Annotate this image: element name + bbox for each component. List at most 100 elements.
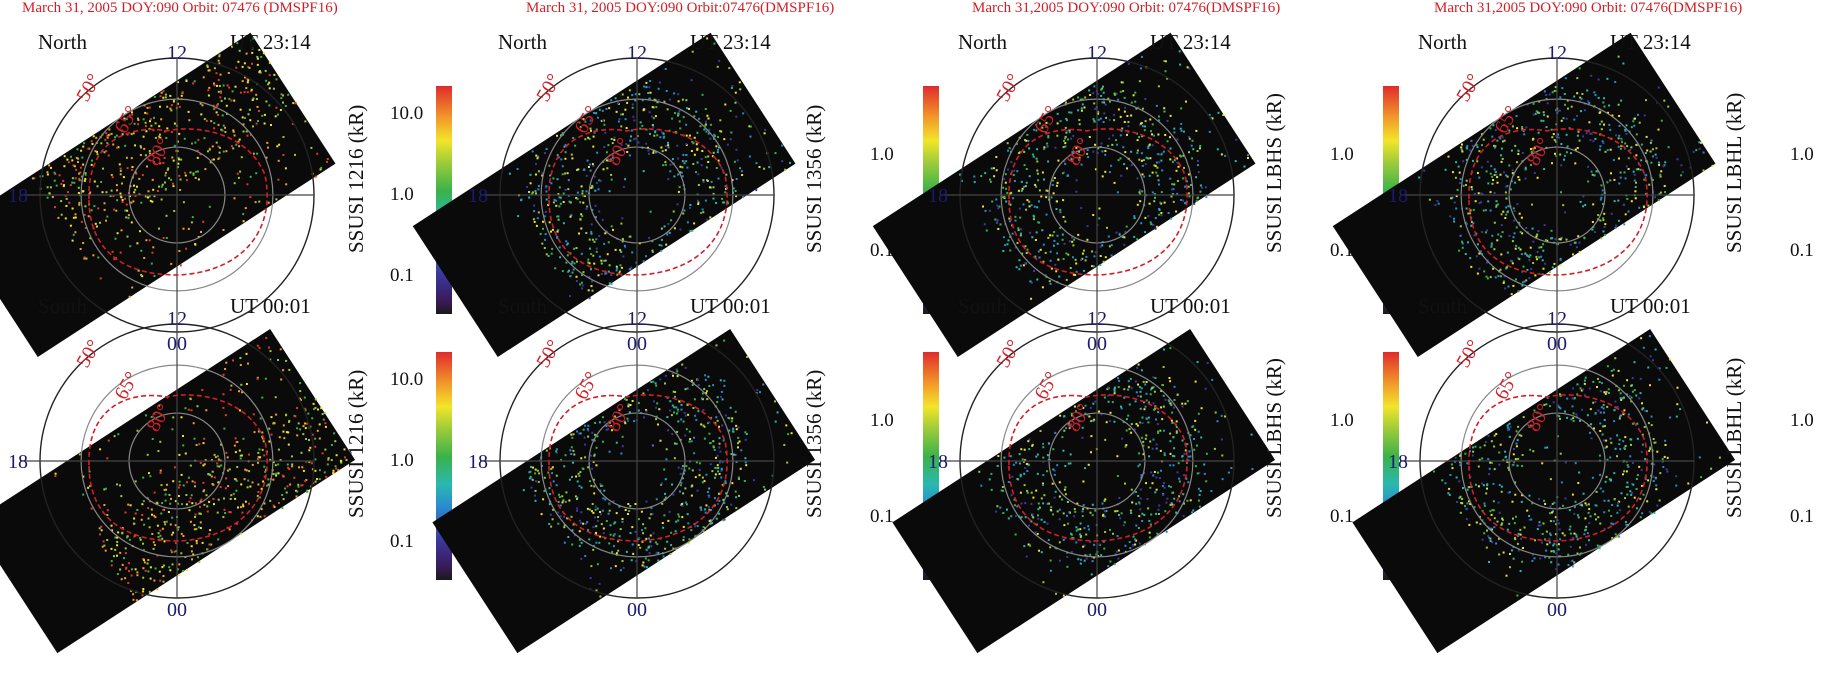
orbit-header: March 31,2005 DOY:090 Orbit: 07476(DMSPF… bbox=[1434, 0, 1743, 16]
polar-panel-north: 50° 65° 80° North UT 23:14 12 18 00 SSUSI 1216 (… bbox=[0, 30, 460, 357]
colorbar-title: SSUSI LBHL (kR) bbox=[1722, 92, 1746, 253]
hemisphere-label: North bbox=[1418, 30, 1467, 54]
mlt-label-18: 18 bbox=[1388, 451, 1408, 473]
colorbar-tick-label: 0.1 bbox=[870, 506, 894, 527]
emission-pixels bbox=[54, 337, 348, 602]
hemisphere-label: South bbox=[498, 294, 548, 318]
colorbar-tick-label: 1.0 bbox=[1330, 144, 1354, 165]
ut-time-label: UT 00:01 bbox=[230, 294, 311, 318]
swath-image bbox=[1352, 328, 1736, 654]
colorbar-tick-label: 1.0 bbox=[390, 450, 414, 471]
polar-plot: 50°65°80° bbox=[1352, 323, 1736, 654]
mlt-label-18: 18 bbox=[8, 185, 28, 207]
swath-image bbox=[892, 328, 1276, 654]
polar-panel-south: 50° 65° 80° South UT 00:01 12 18 00 SSUSI 1356 (… bbox=[432, 294, 939, 654]
ut-time-label: UT 23:14 bbox=[1610, 30, 1691, 54]
polar-plot: 50°65°80° bbox=[872, 32, 1256, 357]
emission-pixels bbox=[522, 339, 793, 598]
polar-panel-north: 50° 65° 80° North UT 23:14 12 18 00 SSUSI 1356 (… bbox=[412, 30, 939, 357]
polar-panel-north: 50° 65° 80° North UT 23:14 12 18 00 SSUSI LBHS (… bbox=[872, 30, 1399, 357]
auroral-oval-boundary bbox=[548, 394, 728, 542]
auroral-oval-boundary bbox=[1468, 128, 1648, 276]
polar-plot: 50°65°80° bbox=[1332, 32, 1716, 357]
ut-time-label: UT 00:01 bbox=[1150, 294, 1231, 318]
figure-column-4: March 31,2005 DOY:090 Orbit: 07476(DMSPF… bbox=[1332, 0, 1840, 673]
mlt-label-12: 12 bbox=[167, 308, 187, 330]
mlt-label-12: 12 bbox=[1547, 42, 1567, 64]
ut-time-label: UT 00:01 bbox=[690, 294, 771, 318]
mlt-label-12: 12 bbox=[1087, 42, 1107, 64]
colorbar-title: SSUSI 1356 (kR) bbox=[802, 104, 826, 253]
colorbar-tick-label: 1.0 bbox=[1790, 144, 1814, 165]
mlt-label-12: 12 bbox=[627, 42, 647, 64]
colorbar-title: SSUSI LBHS (kR) bbox=[1262, 358, 1286, 518]
mlt-label-18: 18 bbox=[1388, 185, 1408, 207]
colorbar-tick-label: 1.0 bbox=[1330, 410, 1354, 431]
auroral-oval-boundary bbox=[1008, 128, 1188, 276]
ut-time-label: UT 23:14 bbox=[690, 30, 771, 54]
mlt-label-00: 00 bbox=[627, 599, 647, 621]
emission-pixels bbox=[1418, 55, 1714, 296]
hemisphere-label: North bbox=[958, 30, 1007, 54]
mlt-label-00: 00 bbox=[167, 599, 187, 621]
polar-plot: 50°65°80° bbox=[412, 32, 796, 357]
colorbar-title: SSUSI LBHS (kR) bbox=[1262, 93, 1286, 253]
colorbar-tick-label: 1.0 bbox=[870, 144, 894, 165]
mlt-label-00: 00 bbox=[1087, 599, 1107, 621]
polar-plot: 50°65°80° bbox=[432, 323, 816, 654]
figure-column-1: March 31, 2005 DOY:090 Orbit: 07476 (DMS… bbox=[0, 0, 460, 673]
polar-panel-south: 50° 65° 80° South UT 00:01 12 18 00 SSUSI LBHS (… bbox=[892, 294, 1399, 654]
colorbar-tick-label: 1.0 bbox=[870, 410, 894, 431]
orbit-header: March 31, 2005 DOY:090 Orbit:07476(DMSPF… bbox=[526, 0, 835, 16]
polar-panel-north: 50° 65° 80° North UT 23:14 12 18 00 SSUSI LBHL (… bbox=[1332, 30, 1840, 357]
colorbar-tick-label: 0.1 bbox=[1790, 506, 1814, 527]
colorbar-tick-label: 0.1 bbox=[1330, 506, 1354, 527]
figure-column-2: March 31, 2005 DOY:090 Orbit:07476(DMSPF… bbox=[412, 0, 939, 673]
swath-image bbox=[432, 328, 816, 654]
colorbar-title: SSUSI 1216 (kR) bbox=[344, 104, 368, 253]
mlt-label-12: 12 bbox=[627, 308, 647, 330]
auroral-oval-boundary bbox=[88, 394, 268, 542]
colorbar-tick-label: 1.0 bbox=[390, 184, 414, 205]
auroral-oval-boundary bbox=[88, 128, 268, 276]
figure-column-3: March 31,2005 DOY:090 Orbit: 07476(DMSPF… bbox=[872, 0, 1399, 673]
orbit-header: March 31, 2005 DOY:090 Orbit: 07476 (DMS… bbox=[22, 0, 338, 16]
mlt-label-18: 18 bbox=[468, 451, 488, 473]
mlt-label-18: 18 bbox=[928, 185, 948, 207]
hemisphere-label: South bbox=[1418, 294, 1468, 318]
ut-time-label: UT 23:14 bbox=[230, 30, 311, 54]
hemisphere-label: South bbox=[38, 294, 88, 318]
polar-plot: 50°65°80° bbox=[0, 323, 356, 654]
mlt-label-12: 12 bbox=[1547, 308, 1567, 330]
polar-panel-south: 50° 65° 80° South UT 00:01 12 18 00 SSUSI LBHL (… bbox=[1352, 294, 1840, 654]
mlt-label-18: 18 bbox=[928, 451, 948, 473]
ut-time-label: UT 00:01 bbox=[1610, 294, 1691, 318]
colorbar-tick-label: 1.0 bbox=[1790, 410, 1814, 431]
orbit-header: March 31,2005 DOY:090 Orbit: 07476(DMSPF… bbox=[972, 0, 1281, 16]
colorbar-title: SSUSI 1216 (kR) bbox=[344, 369, 368, 518]
colorbar-tick-label: 0.1 bbox=[390, 531, 414, 552]
colorbar-tick-label: 0.1 bbox=[1790, 240, 1814, 261]
colorbar-title: SSUSI 1356 (kR) bbox=[802, 369, 826, 518]
colorbar-tick-label: 10.0 bbox=[390, 103, 424, 124]
hemisphere-label: North bbox=[38, 30, 87, 54]
auroral-oval-boundary bbox=[1468, 394, 1648, 542]
hemisphere-label: South bbox=[958, 294, 1008, 318]
mlt-label-00: 00 bbox=[1547, 599, 1567, 621]
colorbar-tick-label: 10.0 bbox=[390, 369, 424, 390]
ut-time-label: UT 23:14 bbox=[1150, 30, 1231, 54]
mlt-label-18: 18 bbox=[8, 451, 28, 473]
mlt-label-12: 12 bbox=[1087, 308, 1107, 330]
emission-pixels bbox=[31, 37, 329, 298]
polar-panel-south: 50° 65° 80° South UT 00:01 12 18 00 SSUSI 1216 (… bbox=[0, 294, 460, 654]
colorbar-title: SSUSI LBHL (kR) bbox=[1722, 357, 1746, 518]
auroral-oval-boundary bbox=[1008, 394, 1188, 542]
auroral-oval-boundary bbox=[548, 128, 728, 276]
colorbar-tick-label: 0.1 bbox=[390, 265, 414, 286]
hemisphere-label: North bbox=[498, 30, 547, 54]
emission-pixels bbox=[959, 50, 1249, 300]
polar-plot: 50°65°80° bbox=[892, 323, 1276, 654]
mlt-label-12: 12 bbox=[167, 42, 187, 64]
mlt-label-18: 18 bbox=[468, 185, 488, 207]
polar-plot: 50°65°80° bbox=[0, 32, 336, 357]
